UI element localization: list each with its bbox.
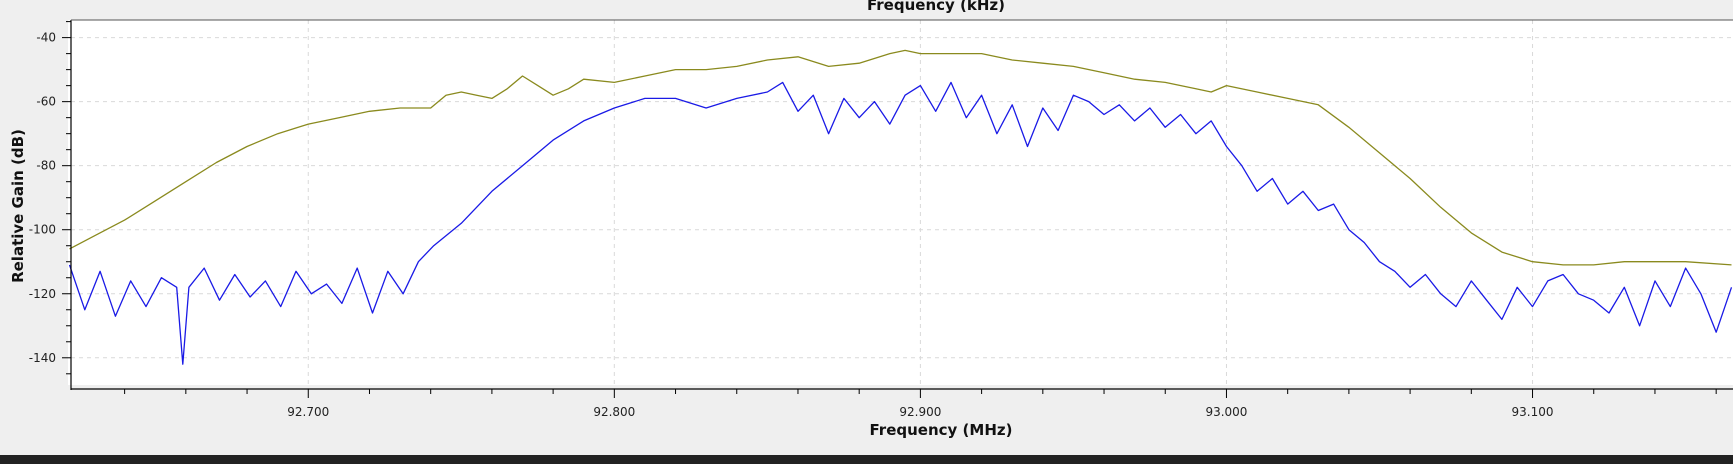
y-tick-label: -80: [36, 159, 56, 173]
y-tick-label: -140: [29, 351, 56, 365]
axes: [70, 19, 1733, 390]
grid-lines: [71, 20, 1733, 389]
window-bottom-edge: [0, 455, 1733, 464]
y-tick-label: -40: [36, 31, 56, 45]
series-layer: [68, 49, 1733, 365]
y-tick-label: -60: [36, 95, 56, 109]
ticks: -40 -60 -80 -100 -120 -140 92.700 92.800 92.900 9…: [29, 21, 1717, 419]
y-axis-title: Relative Gain (dB): [9, 129, 27, 283]
x-tick-label: 92.800: [593, 405, 635, 419]
series-line-olive: [69, 49, 1732, 266]
y-tick-label: -120: [29, 287, 56, 301]
plot-area[interactable]: [68, 20, 1733, 385]
x-tick-label: 92.700: [287, 405, 329, 419]
x-tick-label: 93.100: [1512, 405, 1554, 419]
x-tick-label: 92.900: [899, 405, 941, 419]
top-axis-title: Frequency (kHz): [867, 0, 1005, 14]
series-line-blue: [68, 81, 1733, 365]
x-tick-label: 93.000: [1205, 405, 1247, 419]
y-tick-label: -100: [29, 223, 56, 237]
x-axis-title: Frequency (MHz): [870, 421, 1013, 439]
